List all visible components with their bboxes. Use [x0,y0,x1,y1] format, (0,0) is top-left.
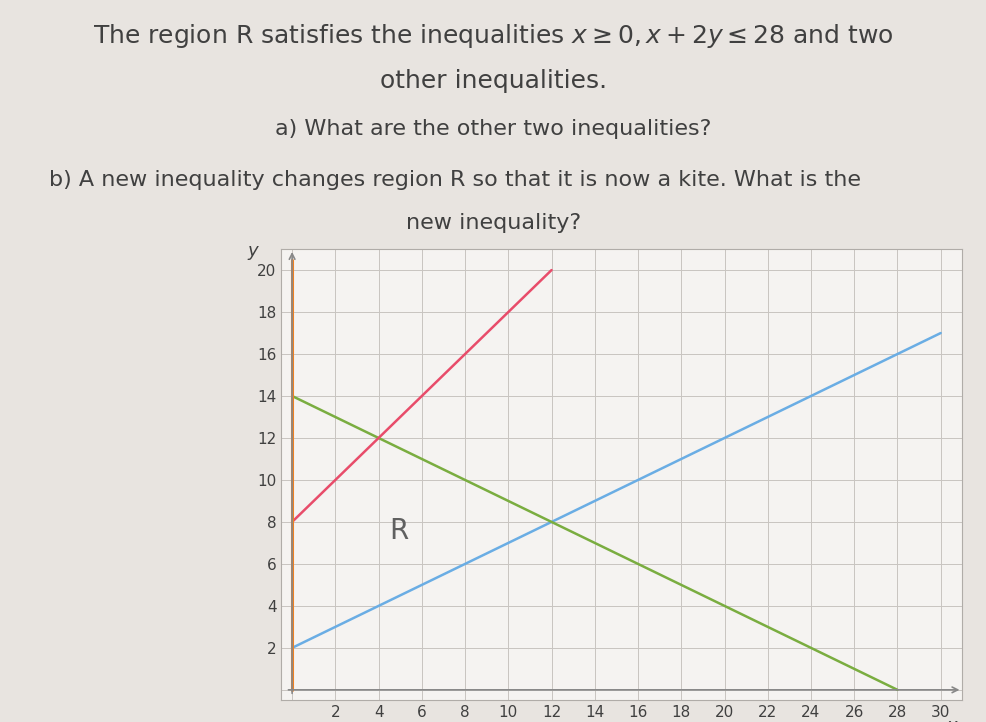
Text: y: y [247,242,258,260]
Text: R: R [389,517,408,544]
Text: The region R satisfies the inequalities $x \geq 0, x + 2y \leq 28$ and two: The region R satisfies the inequalities … [93,22,893,50]
Text: a) What are the other two inequalities?: a) What are the other two inequalities? [275,119,711,139]
Text: other inequalities.: other inequalities. [380,69,606,92]
Text: new inequality?: new inequality? [405,213,581,233]
Text: x: x [946,717,955,722]
Text: b) A new inequality changes region R so that it is now a kite. What is the: b) A new inequality changes region R so … [49,170,861,190]
